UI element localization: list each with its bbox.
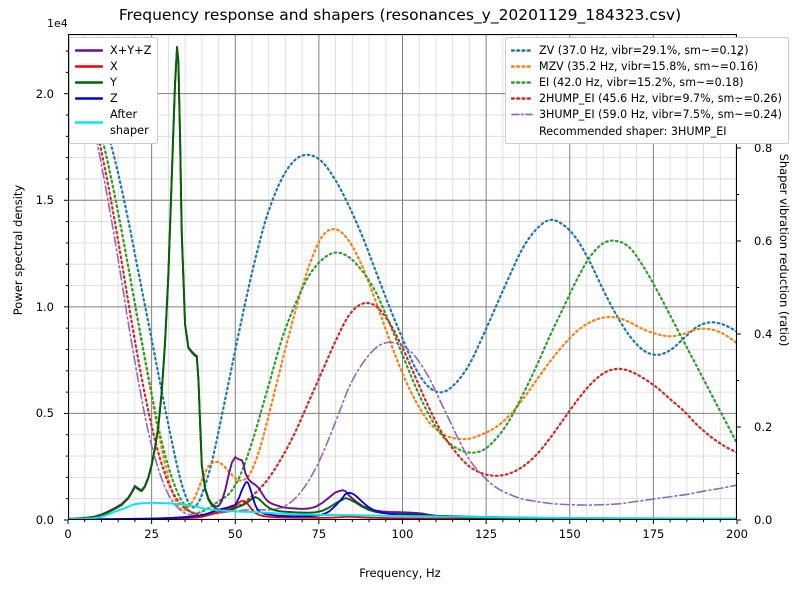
- legend-label: Z: [110, 92, 118, 106]
- y-tick-label-left: 1.0: [35, 299, 54, 314]
- shaper-curve-zv: [68, 53, 737, 509]
- legend-line-swatch-icon: [75, 45, 103, 56]
- legend-item-x-y-z[interactable]: X+Y+Z: [75, 42, 151, 58]
- y-tick-label-left: 0.5: [35, 406, 54, 421]
- legend-line-swatch-icon: [75, 77, 103, 88]
- y-tick-label-right: 0.8: [754, 140, 773, 155]
- legend-label: ZV (37.0 Hz, vibr=29.1%, sm~=0.12): [539, 43, 749, 57]
- legend-line-swatch-icon: [511, 45, 533, 56]
- page-title: Frequency response and shapers (resonanc…: [118, 6, 682, 24]
- legend-item-2hump_ei[interactable]: 2HUMP_EI (45.6 Hz, vibr=9.7%, sm~=0.26): [511, 91, 782, 107]
- recommended-shaper-label: Recommended shaper: 3HUMP_EI: [539, 124, 727, 138]
- legend-line-swatch-icon: [511, 61, 533, 72]
- shaper-curve-3hump_ei: [68, 54, 737, 517]
- legend-label: X: [110, 59, 118, 73]
- legend-line-swatch-icon: [75, 93, 103, 104]
- x-tick-label: 100: [391, 527, 414, 541]
- psd-curves-group: [68, 45, 737, 520]
- legend-label: 3HUMP_EI (59.0 Hz, vibr=7.5%, sm~=0.24): [539, 108, 782, 122]
- x-tick-label: 25: [144, 527, 159, 541]
- y-tick-label-right: 0.0: [754, 513, 773, 527]
- x-tick-label: 175: [642, 527, 665, 541]
- y-tick-label-left: 1.5: [35, 193, 54, 208]
- legend-item-y[interactable]: Y: [75, 74, 151, 90]
- legend-line-swatch-icon: [511, 109, 533, 120]
- legend-item-after-shaper[interactable]: After shaper: [75, 107, 151, 139]
- legend-label: After shaper: [110, 107, 149, 137]
- x-tick-label: 125: [475, 527, 498, 541]
- legend-label: 2HUMP_EI (45.6 Hz, vibr=9.7%, sm~=0.26): [539, 92, 782, 106]
- empty-swatch: [511, 126, 533, 137]
- shaper-legend[interactable]: ZV (37.0 Hz, vibr=29.1%, sm~=0.12) MZV (3…: [505, 37, 789, 145]
- legend-line-swatch-icon: [511, 93, 533, 104]
- y-tick-label-left: 2.0: [35, 86, 54, 101]
- legend-label: Y: [110, 75, 117, 89]
- y-tick-label-right: 0.6: [754, 233, 773, 248]
- psd-legend[interactable]: X+Y+Z X Y Z After shaper: [69, 37, 159, 144]
- legend-label: MZV (35.2 Hz, vibr=15.8%, sm~=0.16): [539, 59, 759, 73]
- legend-item-mzv[interactable]: MZV (35.2 Hz, vibr=15.8%, sm~=0.16): [511, 58, 782, 74]
- legend-item-z[interactable]: Z: [75, 91, 151, 107]
- shaper-curve-mzv: [68, 53, 737, 512]
- y-axis-exponent-label: 1e4: [47, 17, 68, 30]
- x-tick-label: 0: [64, 527, 72, 541]
- legend-item-x[interactable]: X: [75, 58, 151, 74]
- psd-curve-after-shaper: [68, 501, 737, 520]
- legend-item-ei[interactable]: EI (42.0 Hz, vibr=15.2%, sm~=0.18): [511, 74, 782, 90]
- legend-label: X+Y+Z: [110, 43, 152, 57]
- legend-item-zv[interactable]: ZV (37.0 Hz, vibr=29.1%, sm~=0.12): [511, 42, 782, 58]
- x-tick-label: 50: [227, 527, 243, 541]
- y-tick-label-right: 0.4: [754, 326, 773, 341]
- legend-line-swatch-icon: [75, 117, 103, 128]
- x-tick-label: 200: [726, 527, 748, 541]
- y-tick-label-left: 0.0: [35, 513, 54, 527]
- legend-label: EI (42.0 Hz, vibr=15.2%, sm~=0.18): [539, 75, 744, 89]
- legend-line-swatch-icon: [75, 61, 103, 72]
- y-tick-label-right: 0.2: [754, 419, 773, 434]
- shaper-curve-2hump_ei: [68, 53, 737, 516]
- recommended-shaper-note: Recommended shaper: 3HUMP_EI: [511, 123, 782, 139]
- legend-line-swatch-icon: [511, 77, 533, 88]
- y-axis-label-left: Power spectral density: [11, 184, 25, 316]
- x-axis-label: Frequency, Hz: [359, 566, 441, 580]
- plot-border: [68, 34, 737, 520]
- shaper-curves-group: [68, 53, 737, 517]
- x-tick-label: 75: [311, 527, 327, 541]
- psd-curve-x: [68, 499, 737, 520]
- legend-item-3hump_ei[interactable]: 3HUMP_EI (59.0 Hz, vibr=7.5%, sm~=0.24): [511, 107, 782, 123]
- x-tick-label: 150: [558, 527, 581, 541]
